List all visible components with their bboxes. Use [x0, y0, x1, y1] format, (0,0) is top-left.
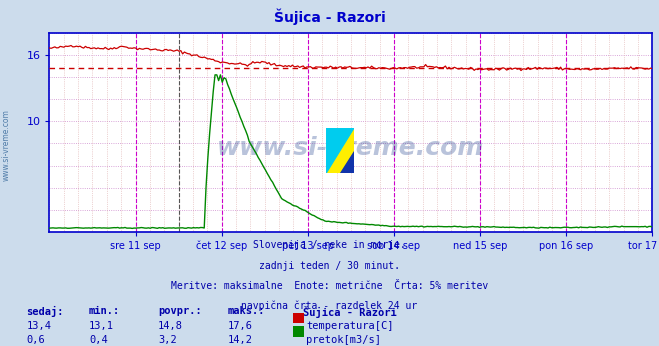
Text: temperatura[C]: temperatura[C]: [306, 321, 394, 331]
Text: 13,4: 13,4: [26, 321, 51, 331]
Text: navpična črta - razdelek 24 ur: navpična črta - razdelek 24 ur: [241, 301, 418, 311]
Polygon shape: [340, 151, 354, 173]
Text: 3,2: 3,2: [158, 335, 177, 345]
Text: www.si-vreme.com: www.si-vreme.com: [2, 109, 11, 181]
Text: www.si-vreme.com: www.si-vreme.com: [217, 136, 484, 160]
Text: min.:: min.:: [89, 306, 120, 316]
Text: Meritve: maksimalne  Enote: metrične  Črta: 5% meritev: Meritve: maksimalne Enote: metrične Črta…: [171, 281, 488, 291]
Text: 14,2: 14,2: [227, 335, 252, 345]
Text: 17,6: 17,6: [227, 321, 252, 331]
Text: maks.:: maks.:: [227, 306, 265, 316]
Text: pretok[m3/s]: pretok[m3/s]: [306, 335, 382, 345]
Text: Slovenija / reke in morje.: Slovenija / reke in morje.: [253, 240, 406, 251]
Text: Šujica - Razori: Šujica - Razori: [303, 306, 397, 318]
Text: 0,4: 0,4: [89, 335, 107, 345]
Text: sedaj:: sedaj:: [26, 306, 64, 317]
Text: 0,6: 0,6: [26, 335, 45, 345]
Text: 14,8: 14,8: [158, 321, 183, 331]
Text: zadnji teden / 30 minut.: zadnji teden / 30 minut.: [259, 261, 400, 271]
Text: 13,1: 13,1: [89, 321, 114, 331]
Polygon shape: [326, 128, 354, 173]
Text: Šujica - Razori: Šujica - Razori: [273, 9, 386, 25]
Polygon shape: [326, 128, 354, 173]
Text: povpr.:: povpr.:: [158, 306, 202, 316]
